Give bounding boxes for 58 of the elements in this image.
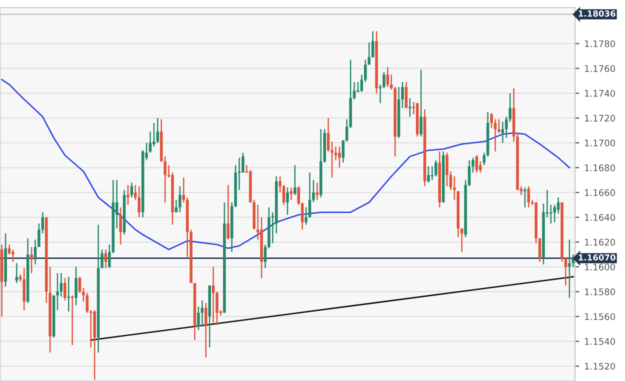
line-series: [1, 78, 570, 250]
candlestick: [501, 121, 504, 144]
y-tick-label: 1.1660: [585, 189, 616, 196]
y-tick-label: 1.1620: [585, 238, 616, 246]
y-tick-label: 1.1760: [585, 65, 616, 72]
candlestick: [326, 117, 330, 152]
y-tick-label: 1.1600: [585, 264, 616, 270]
y-tick-label: 1.1740: [585, 90, 616, 97]
y-tick-label: 1.1540: [585, 338, 616, 345]
candlestick: [556, 196, 560, 214]
candlestick: [64, 277, 66, 301]
candlestick: [430, 166, 434, 181]
y-tick-label: 1.1680: [585, 164, 616, 172]
candlestick: [70, 294, 74, 346]
candlestick: [568, 238, 571, 299]
candlestick: [427, 166, 430, 184]
candlestick: [204, 302, 208, 358]
candlestick: [434, 160, 438, 177]
candlestick: [200, 300, 204, 328]
candlestick: [304, 206, 308, 226]
candlestick: [420, 69, 422, 138]
y-tick-label: 1.1520: [585, 362, 616, 370]
candlestick: [30, 246, 33, 274]
ref-line-label: 1.18036: [578, 10, 616, 17]
candlestick: [104, 248, 108, 269]
y-tick-label: 1.1560: [585, 313, 616, 320]
y-tick-label: 1.1720: [585, 114, 616, 122]
candlestick: [56, 272, 59, 311]
candlestick: [386, 66, 390, 88]
candlestick: [156, 117, 160, 144]
candlestick: [294, 164, 296, 196]
candlestick: [338, 146, 341, 168]
candlestick: [178, 186, 182, 213]
candlestick: [527, 186, 530, 208]
candlestick: [226, 184, 230, 240]
candlestick: [74, 266, 78, 306]
candlestick: [138, 186, 141, 218]
candlestick: [479, 160, 482, 174]
y-tick-label: 1.1640: [585, 214, 616, 221]
candlestick: [564, 258, 568, 286]
candlestick: [67, 276, 70, 312]
candlestick: [130, 182, 134, 198]
candlestick: [282, 184, 286, 206]
candlestick: [453, 176, 456, 201]
candlestick: [12, 248, 14, 263]
candlestick: [286, 186, 289, 216]
y-tick-label: 1.1580: [585, 288, 616, 296]
candlestick: [22, 267, 26, 311]
candlestick: [446, 152, 448, 187]
ref-line-label: 1.16070: [578, 254, 616, 261]
candlestick: [308, 172, 312, 218]
candlestick: [460, 228, 464, 253]
candlestick: [119, 206, 122, 246]
y-tick-label: 1.1700: [585, 140, 616, 146]
candlestick: [174, 199, 178, 213]
candlestick: [212, 266, 215, 324]
candlestick: [126, 184, 130, 206]
y-tick-label: 1.1780: [585, 40, 616, 48]
